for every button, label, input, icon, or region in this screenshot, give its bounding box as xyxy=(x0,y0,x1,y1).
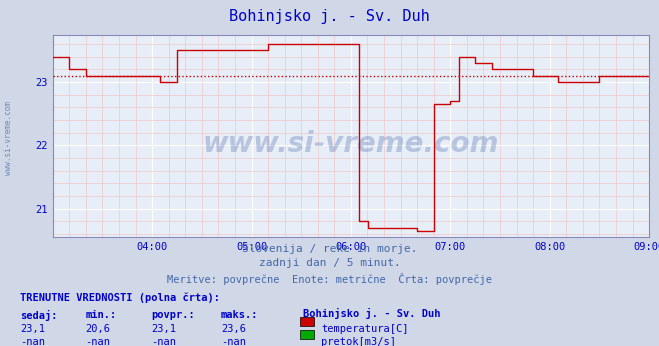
Text: 23,1: 23,1 xyxy=(152,324,177,334)
Text: -nan: -nan xyxy=(20,337,45,346)
Text: -nan: -nan xyxy=(221,337,246,346)
Text: zadnji dan / 5 minut.: zadnji dan / 5 minut. xyxy=(258,258,401,268)
Text: pretok[m3/s]: pretok[m3/s] xyxy=(321,337,396,346)
Text: maks.:: maks.: xyxy=(221,310,258,320)
Text: Bohinjsko j. - Sv. Duh: Bohinjsko j. - Sv. Duh xyxy=(303,308,441,319)
Text: 20,6: 20,6 xyxy=(86,324,111,334)
Text: Meritve: povprečne  Enote: metrične  Črta: povprečje: Meritve: povprečne Enote: metrične Črta:… xyxy=(167,273,492,285)
Text: Slovenija / reke in morje.: Slovenija / reke in morje. xyxy=(242,244,417,254)
Text: 23,1: 23,1 xyxy=(20,324,45,334)
Text: -nan: -nan xyxy=(152,337,177,346)
Text: min.:: min.: xyxy=(86,310,117,320)
Text: povpr.:: povpr.: xyxy=(152,310,195,320)
Text: -nan: -nan xyxy=(86,337,111,346)
Text: 23,6: 23,6 xyxy=(221,324,246,334)
Text: www.si-vreme.com: www.si-vreme.com xyxy=(4,101,13,175)
Text: Bohinjsko j. - Sv. Duh: Bohinjsko j. - Sv. Duh xyxy=(229,9,430,24)
Text: temperatura[C]: temperatura[C] xyxy=(321,324,409,334)
Text: sedaj:: sedaj: xyxy=(20,310,57,321)
Text: TRENUTNE VREDNOSTI (polna črta):: TRENUTNE VREDNOSTI (polna črta): xyxy=(20,292,219,303)
Text: www.si-vreme.com: www.si-vreme.com xyxy=(203,130,499,158)
